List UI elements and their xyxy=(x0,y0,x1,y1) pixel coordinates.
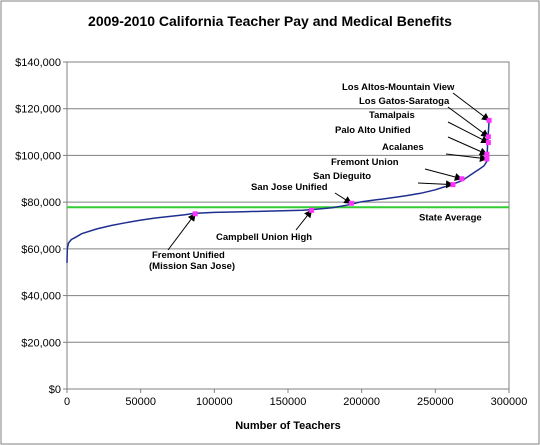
series-layer xyxy=(66,120,490,263)
annotation-arrow xyxy=(447,121,490,144)
x-axis-ticks: 0 50000 100000 150000 200000 250000 300000 xyxy=(64,389,527,408)
x-tick-label: 300000 xyxy=(491,396,528,408)
annotation-label: Fremont Unified xyxy=(152,250,225,261)
annotation-label-line2: (Mission San Jose) xyxy=(149,261,235,272)
annotation-label: Los Gatos-Saratoga xyxy=(359,96,450,107)
annotation-arrow xyxy=(447,136,488,156)
annotation: San Dieguito xyxy=(313,171,456,189)
annotation: Palo Alto Unified xyxy=(335,125,490,157)
annotation: Fremont Union xyxy=(331,157,465,182)
y-tick-label: $60,000 xyxy=(21,244,61,256)
annotation-arrow xyxy=(334,192,353,204)
annotation-marker xyxy=(309,207,315,213)
x-tick-label: 0 xyxy=(64,396,70,408)
annotation-arrow xyxy=(417,180,455,189)
annotation-label: Palo Alto Unified xyxy=(335,125,411,136)
y-tick-label: $140,000 xyxy=(15,57,61,69)
x-tick-label: 200000 xyxy=(343,396,380,408)
annotation: Fremont Unified(Mission San Jose) xyxy=(149,211,235,272)
annotation-label: Acalanes xyxy=(382,142,424,153)
x-axis-label: Number of Teachers xyxy=(235,420,341,432)
annotation-arrow xyxy=(447,106,490,138)
x-tick-label: 50000 xyxy=(125,396,156,408)
annotation-marker xyxy=(459,176,465,182)
x-tick-label: 100000 xyxy=(196,396,233,408)
annotation: Los Gatos-Saratoga xyxy=(359,96,491,140)
annotation: Campbell Union High xyxy=(216,207,315,243)
annotation-marker xyxy=(348,200,354,206)
series-line xyxy=(66,120,490,263)
state-average-label: State Average xyxy=(419,212,482,223)
annotation-label: San Jose Unified xyxy=(251,182,328,193)
y-tick-label: $40,000 xyxy=(21,291,61,303)
y-tick-label: $0 xyxy=(49,384,61,396)
annotation-label: Los Altos-Mountain View xyxy=(342,82,455,93)
chart-title: 2009-2010 California Teacher Pay and Med… xyxy=(88,13,452,29)
reference-layer: State Average xyxy=(67,206,509,223)
annotation: Tamalpais xyxy=(369,110,491,146)
x-tick-label: 250000 xyxy=(417,396,454,408)
annotation-label: Tamalpais xyxy=(369,110,415,121)
annotation-marker xyxy=(450,182,456,188)
y-tick-label: $100,000 xyxy=(15,150,61,162)
y-tick-label: $20,000 xyxy=(21,337,61,349)
annotation-arrow xyxy=(295,209,313,231)
annotation-marker xyxy=(192,211,198,217)
annotation-arrow xyxy=(424,168,463,181)
annotation: Los Altos-Mountain View xyxy=(342,82,492,123)
annotation-marker xyxy=(484,156,490,162)
annotation-label: Fremont Union xyxy=(331,157,399,168)
annotation-label: San Dieguito xyxy=(313,171,371,182)
annotation-arrow xyxy=(452,92,490,121)
annotation: San Jose Unified xyxy=(251,182,354,206)
annotation-arrow xyxy=(167,213,196,251)
x-tick-label: 150000 xyxy=(270,396,307,408)
y-tick-label: $120,000 xyxy=(15,104,61,116)
annotations: Fremont Unified(Mission San Jose)Campbel… xyxy=(149,82,492,272)
annotation: Acalanes xyxy=(382,142,490,163)
annotation-arrow xyxy=(445,153,488,163)
annotation-marker xyxy=(485,134,491,140)
annotation-marker xyxy=(484,151,490,157)
y-axis-ticks: $0 $20,000 $40,000 $60,000 $80,000 $100,000 $1… xyxy=(15,57,67,396)
annotation-label: Campbell Union High xyxy=(216,232,312,243)
gridlines xyxy=(67,108,509,343)
annotation-marker xyxy=(486,117,492,123)
y-tick-label: $80,000 xyxy=(21,197,61,209)
annotation-marker xyxy=(485,140,491,146)
